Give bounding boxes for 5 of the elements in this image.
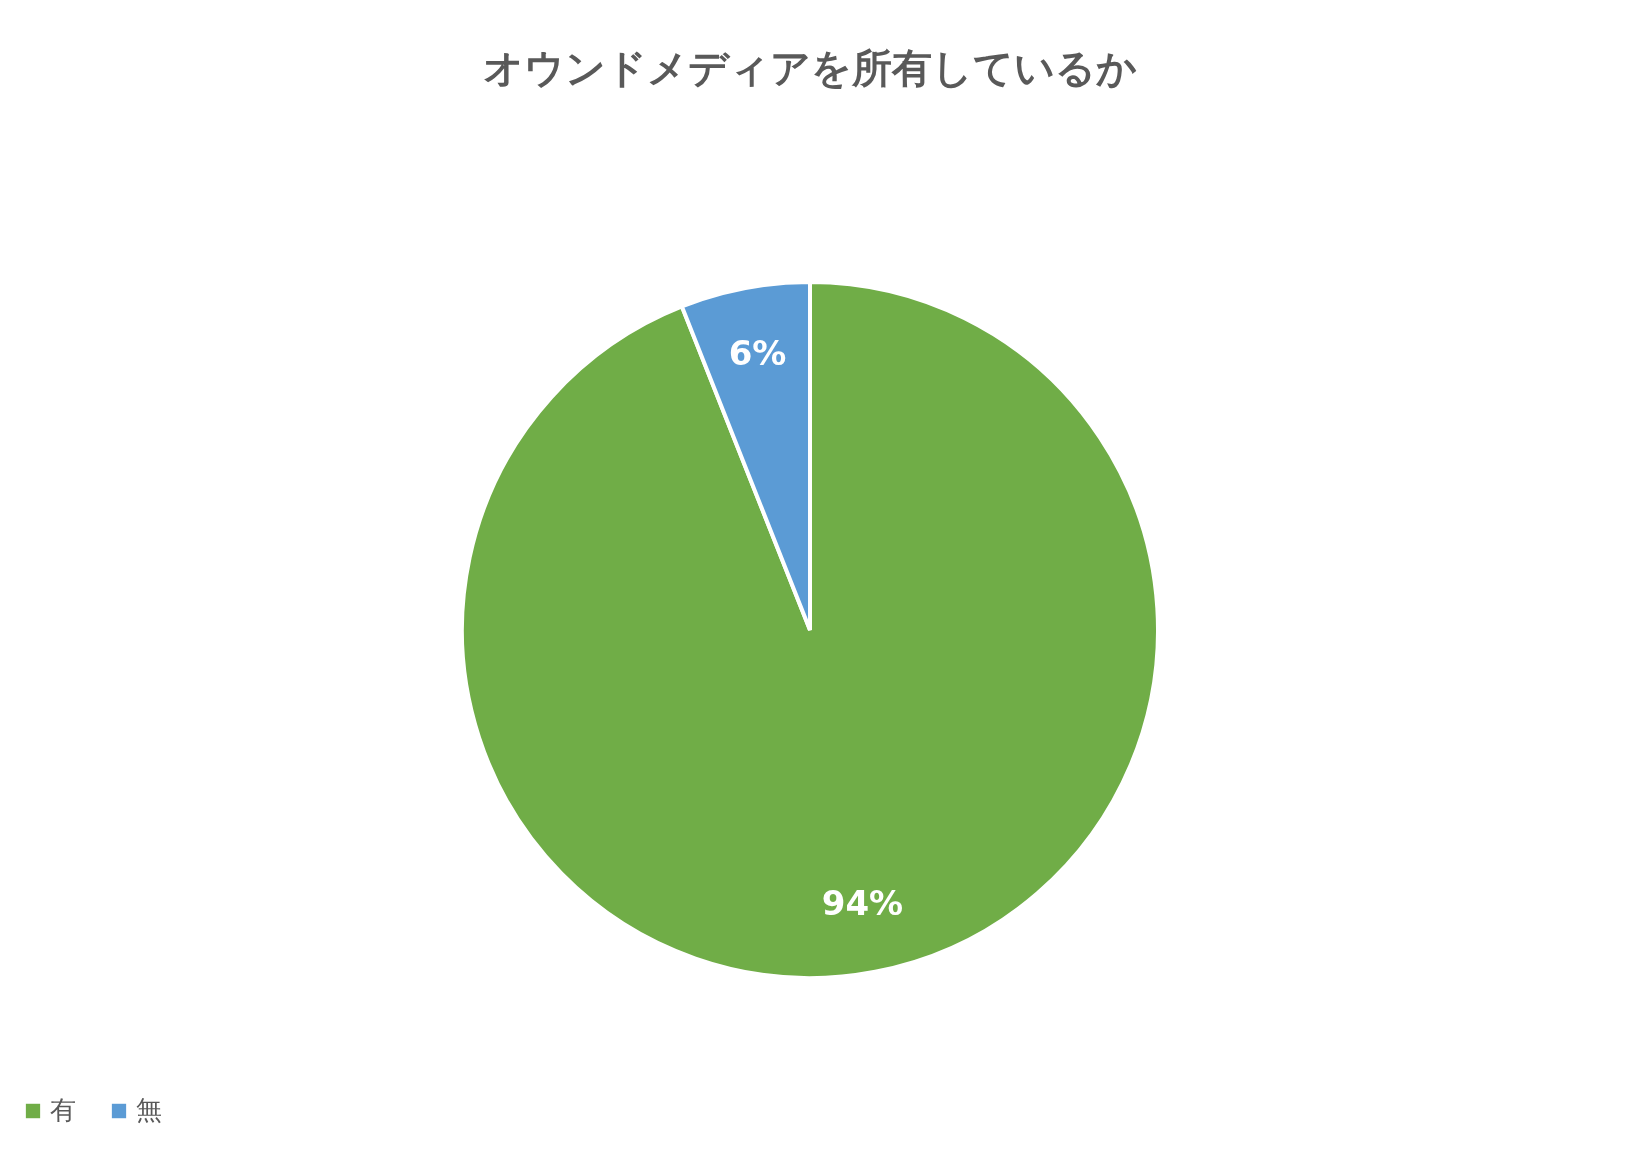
data-label: 94% xyxy=(821,883,904,924)
legend-label: 無 xyxy=(136,1095,162,1125)
legend-label: 有 xyxy=(50,1095,76,1125)
data-label: 6% xyxy=(728,332,787,373)
chart-title: オウンドメディアを所有しているか xyxy=(483,45,1137,91)
